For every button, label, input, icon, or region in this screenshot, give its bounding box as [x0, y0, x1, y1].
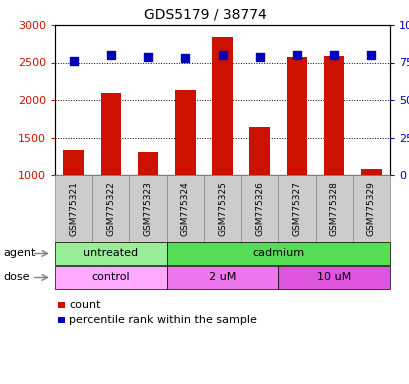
Bar [212, 37, 232, 175]
Text: GSM775324: GSM775324 [180, 181, 189, 236]
Text: dose: dose [3, 273, 29, 283]
Point [293, 52, 299, 58]
Point [107, 52, 114, 58]
Bar [175, 89, 195, 175]
Text: GSM775327: GSM775327 [292, 181, 301, 236]
Point [367, 52, 374, 58]
Text: cadmium: cadmium [252, 248, 303, 258]
Bar [323, 56, 344, 175]
Point [256, 53, 262, 60]
Text: GSM775326: GSM775326 [254, 181, 263, 236]
Text: 2 uM: 2 uM [208, 273, 236, 283]
Text: GSM775321: GSM775321 [69, 181, 78, 236]
Text: GSM775322: GSM775322 [106, 181, 115, 236]
Text: untreated: untreated [83, 248, 138, 258]
Bar [360, 169, 381, 175]
Text: 10 uM: 10 uM [316, 273, 351, 283]
Text: agent: agent [3, 248, 35, 258]
Text: GDS5179 / 38774: GDS5179 / 38774 [143, 8, 266, 22]
Point [70, 58, 77, 64]
Point [219, 52, 225, 58]
Text: GSM775323: GSM775323 [143, 181, 152, 236]
Text: GSM775328: GSM775328 [329, 181, 338, 236]
Bar [249, 127, 269, 175]
Text: control: control [91, 273, 130, 283]
Bar [137, 152, 158, 175]
Text: GSM775329: GSM775329 [366, 181, 375, 236]
Text: percentile rank within the sample: percentile rank within the sample [69, 315, 256, 325]
Text: GSM775325: GSM775325 [218, 181, 227, 236]
Point [330, 52, 337, 58]
Point [182, 55, 188, 61]
Bar [100, 93, 121, 175]
Point [144, 53, 151, 60]
Bar [286, 56, 306, 175]
Bar [63, 150, 84, 175]
Text: count: count [69, 300, 100, 310]
